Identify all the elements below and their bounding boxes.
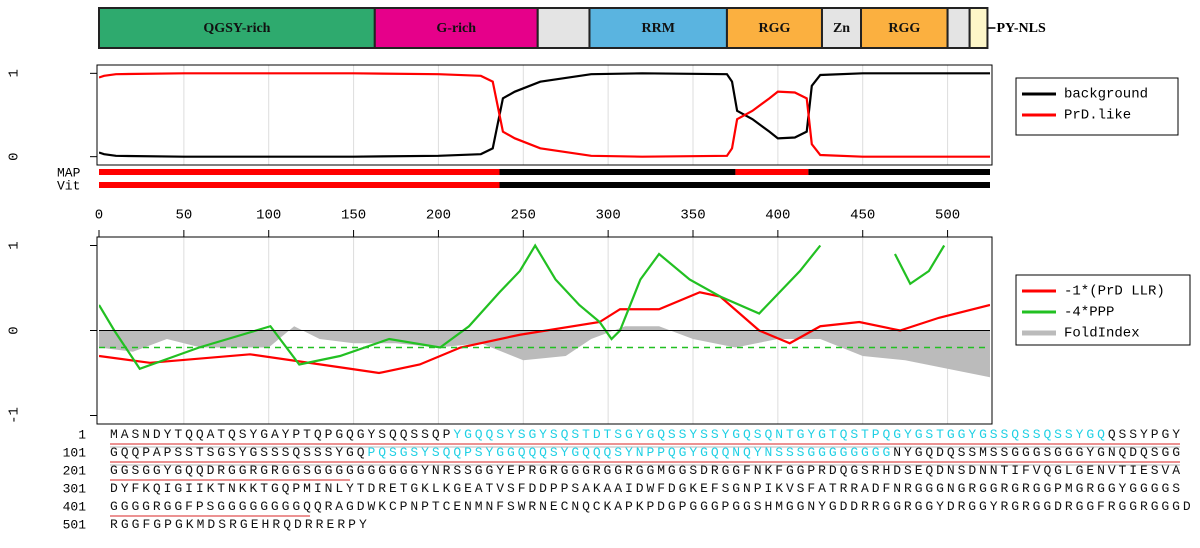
track-segment	[735, 169, 809, 175]
sequence-segment: GGGGRGGFPSGGGGGGGGQQRAGDWKCPNPTCENMNFSWR…	[110, 499, 1191, 514]
domain-label: RGG	[888, 21, 920, 36]
sequence-segment: QSSYPGY	[1108, 427, 1180, 442]
plot	[99, 243, 990, 378]
y-tick-label: 0	[7, 152, 23, 160]
line-number: 201	[63, 463, 87, 478]
sequence-segment: GQQPAPSSTSGSYGSSSQSSSYGQ	[110, 445, 365, 460]
legend-label: background	[1064, 87, 1148, 103]
legend-label: FoldIndex	[1064, 326, 1140, 342]
y-tick-label: 1	[7, 241, 23, 249]
track-segment	[499, 182, 990, 188]
legend-label: -4*PPP	[1064, 305, 1114, 321]
track-segment	[99, 169, 500, 175]
sequence-segment: DYFKQIGIIKTNKKTGQPMINLYTDRETGKLKGEATVSFD…	[110, 481, 1180, 496]
line-number: 1	[78, 427, 86, 442]
sequence-segment: MASNDYTQQATQSYGAYPTQPGQGYSQQSSQP	[110, 427, 451, 442]
y-tick-label: 1	[7, 69, 23, 77]
x-tick-label: 450	[850, 208, 875, 224]
x-tick-label: 250	[511, 208, 536, 224]
domain-label: RGG	[759, 21, 791, 36]
plot	[99, 72, 990, 158]
sequence-line: RGGFGPGKMDSRGEHRQDRRERPY	[110, 517, 367, 532]
x-tick-label: 100	[256, 208, 281, 224]
legend-label: PrD.like	[1064, 108, 1131, 124]
domain-label: Zn	[833, 21, 850, 36]
sequence-line: GGSGGYGQQDRGGRGRGGSGGGGGGGGGGYNRSSGGYEPR…	[110, 463, 1180, 478]
domain	[820, 7, 863, 49]
domain	[725, 7, 823, 49]
line-number: 501	[63, 517, 87, 532]
domain	[860, 7, 949, 49]
line-number: 101	[63, 445, 87, 460]
track-segment	[99, 182, 500, 188]
line	[99, 72, 990, 158]
y-tick-label: -1	[7, 407, 23, 424]
sequence-segment: PQSGSYSQQPSYGGQQQSYGQQQSYNPPQGYGQQNQYNSS…	[368, 445, 891, 460]
x-tick-label: 150	[341, 208, 366, 224]
x-tick-label: 500	[935, 208, 960, 224]
legend-label: -1*(PrD LLR)	[1064, 284, 1165, 300]
x-tick-label: 50	[175, 208, 192, 224]
sequence-line: MASNDYTQQATQSYGAYPTQPGQGYSQQSSQP YGQQSYSG…	[110, 427, 1180, 442]
x-tick-label: 200	[426, 208, 451, 224]
x-tick-label: 300	[596, 208, 621, 224]
sequence-segment: YGQQSYSGYSQSTDTSGYGQSSYSSYGQSQNTGYGTQSTP…	[453, 427, 1105, 442]
legend-box	[1015, 77, 1179, 136]
sequence-segment: GGSGGYGQQDRGGRGRGGSGGGGGGGGGGYNRSSGGYEPR…	[110, 463, 1180, 478]
domain-label: RRM	[641, 21, 674, 36]
plot-frame	[96, 64, 993, 166]
domain	[968, 7, 989, 49]
x-tick-label: 400	[765, 208, 790, 224]
domain-label: G-rich	[436, 21, 476, 36]
track-label: MAP	[57, 165, 81, 180]
x-tick-label: 350	[680, 208, 705, 224]
line-number: 301	[63, 481, 87, 496]
domain	[536, 7, 591, 49]
line	[99, 72, 990, 158]
sequence-segment: RGGFGPGKMDSRGEHRQDRRERPY	[110, 517, 367, 532]
line	[99, 291, 990, 375]
sequence-line: GGGGRGGFPSGGGGGGGGQQRAGDWKCPNPTCENMNFSWR…	[110, 499, 1191, 514]
sequence-line: GQQPAPSSTSGSYGSSSQSSSYGQ PQSGSYSQQPSYGGQQ…	[110, 445, 1180, 460]
y-tick-label: 0	[7, 326, 23, 334]
domain	[946, 7, 971, 49]
track-segment	[499, 169, 736, 175]
sequence-segment: NYGQDQSSMSSGGGSGGGYGNQDQSGG	[893, 445, 1180, 460]
line	[99, 243, 946, 371]
underlines	[110, 443, 1180, 517]
domain-label: QGSY-rich	[203, 21, 270, 36]
track-label: Vit	[57, 178, 80, 193]
domain	[98, 7, 376, 49]
sequence-line: DYFKQIGIIKTNKKTGQPMINLYTDRETGKLKGEATVSFD…	[110, 481, 1180, 496]
end-label: PY-NLS	[996, 21, 1045, 36]
area	[99, 326, 990, 378]
track-segment	[808, 169, 990, 175]
x-tick-label: 0	[95, 208, 103, 224]
line-number: 401	[63, 499, 87, 514]
